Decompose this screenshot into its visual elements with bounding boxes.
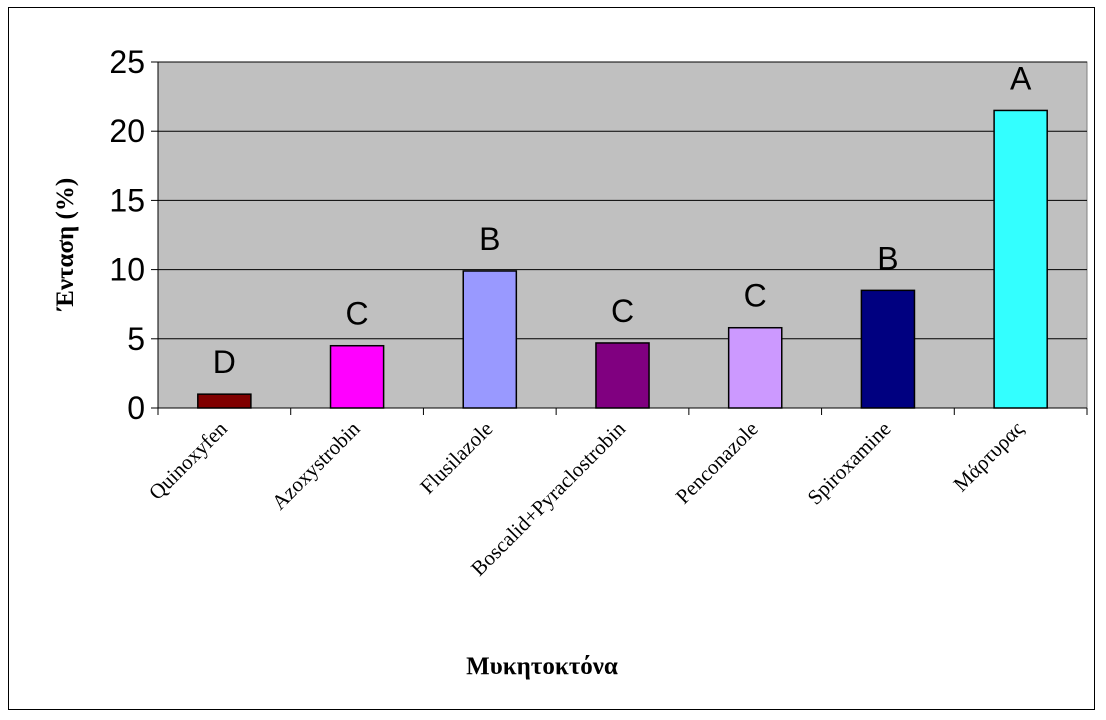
bars [197,109,1048,409]
bar-chart: 0 5 10 15 20 25 D Quinoxyfen C Azoxystrobin B Flusi… [52,44,1088,680]
category-label: Quinoxyfen [144,416,232,504]
bar-6 [993,109,1048,409]
bar-3 [595,342,650,409]
bar-1 [329,344,385,409]
data-label: B [479,221,500,257]
y-axis-title: Ένταση (%) [52,178,79,312]
bar-2 [462,270,518,409]
category-label: Penconazole [671,417,763,509]
y-tick-label: 10 [109,252,145,288]
y-tick-label: 5 [127,321,145,357]
data-label: C [744,278,767,314]
y-tick-label: 15 [109,182,145,218]
bar-5 [860,289,916,409]
data-label: C [611,293,634,329]
category-label: Spiroxamine [803,417,896,510]
category-label: Flusilazole [415,417,497,499]
category-label: Boscalid+Pyraclostrobin [466,416,630,580]
x-axis-title: Μυκητοκτόνα [466,653,618,680]
category-label: Azoxystrobin [267,416,365,514]
y-tick-label: 20 [109,113,145,149]
chart-frame: 0 5 10 15 20 25 D Quinoxyfen C Azoxystrobin B Flusi… [8,7,1095,710]
data-label: D [213,344,236,380]
data-label: A [1010,60,1032,96]
y-tick-label: 0 [127,390,145,426]
category-label: Μάρτυρας [948,416,1028,496]
data-label: B [877,240,898,276]
bar-4 [727,326,783,409]
gridlines [158,61,1087,340]
data-label: C [346,296,369,332]
y-tick-label: 25 [109,44,145,80]
bar-0 [197,393,252,409]
